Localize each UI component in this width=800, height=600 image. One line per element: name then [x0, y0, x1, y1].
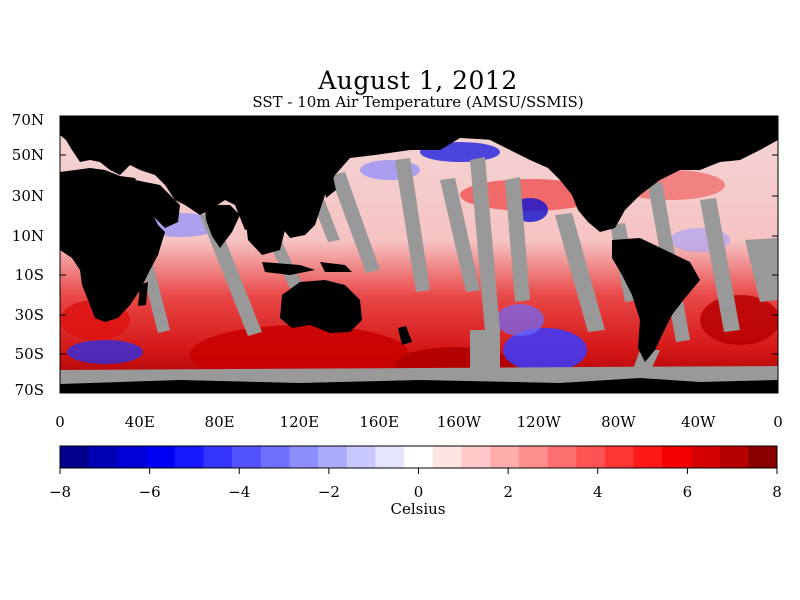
lat-tick-label: 30N	[12, 187, 44, 205]
new-guinea	[320, 262, 352, 272]
colorbar-swatch	[60, 446, 90, 468]
lat-tick-label: 50N	[12, 146, 44, 164]
colorbar-swatch	[518, 446, 549, 468]
south-america	[612, 238, 700, 362]
colorbar-swatch	[260, 446, 290, 468]
colorbar-tick-label: 2	[503, 483, 513, 501]
colorbar-swatch	[88, 446, 118, 468]
lon-tick-label: 80E	[205, 413, 235, 431]
colorbar-swatch	[203, 446, 233, 468]
colorbar-swatch	[375, 446, 405, 468]
arabia	[135, 180, 180, 228]
indonesia	[262, 262, 315, 275]
colorbar-ticks: −8 −6 −4 −2 0 2 4 6 8	[49, 468, 782, 501]
colorbar-tick-label: −6	[139, 483, 161, 501]
colorbar-swatch	[432, 446, 463, 468]
colorbar-tick-label: −4	[228, 483, 250, 501]
japan	[322, 172, 336, 198]
colorbar-swatch	[232, 446, 262, 468]
colorbar-swatch	[748, 446, 778, 468]
colorbar-swatch	[117, 446, 147, 468]
colorbar-swatch	[547, 446, 577, 468]
colorbar-swatch	[461, 446, 491, 468]
colorbar-tick-label: −2	[318, 483, 340, 501]
lat-tick-label: 10S	[15, 266, 44, 284]
colorbar-swatch	[604, 446, 635, 468]
lon-tick-label: 40W	[681, 413, 716, 431]
lat-tick-label: 10N	[12, 227, 44, 245]
longitude-axis: 0 40E 80E 120E 160E 160W 120W 80W 40W 0	[55, 116, 783, 431]
colorbar-swatch	[719, 446, 749, 468]
colorbar-swatch	[146, 446, 176, 468]
colorbar-swatch	[318, 446, 348, 468]
eurasia	[60, 116, 778, 238]
australia	[280, 280, 362, 333]
colorbar-tick-label: 6	[683, 483, 693, 501]
colorbar-swatch	[690, 446, 721, 468]
colorbar-swatch	[633, 446, 663, 468]
colorbar-tick-label: −8	[49, 483, 71, 501]
antarctica	[60, 378, 778, 393]
madagascar	[138, 282, 148, 306]
africa	[60, 168, 165, 322]
colorbar-tick-label: 4	[593, 483, 603, 501]
lat-tick-label: 30S	[15, 306, 44, 324]
colorbar-tick-label: 8	[772, 483, 782, 501]
colorbar-swatch	[576, 446, 606, 468]
lon-tick-label: 120W	[517, 413, 562, 431]
colorbar-label: Celsius	[390, 500, 446, 518]
land-masses	[60, 116, 778, 393]
lon-tick-label: 120E	[280, 413, 320, 431]
lat-tick-label: 50S	[15, 345, 44, 363]
lat-tick-label: 70N	[12, 111, 44, 129]
new-zealand	[398, 326, 412, 345]
map-field	[60, 116, 778, 393]
lon-tick-label: 0	[773, 413, 783, 431]
india	[205, 205, 240, 248]
no-data-swaths	[60, 157, 778, 393]
colorbar-swatch	[174, 446, 204, 468]
map-subtitle: SST - 10m Air Temperature (AMSU/SSMIS)	[252, 93, 584, 111]
latitude-axis: 70N 50N 30N 10N 10S 30S 50S 70S	[12, 111, 778, 399]
lon-tick-label: 40E	[125, 413, 155, 431]
north-america	[448, 116, 778, 232]
colorbar-swatch	[490, 446, 520, 468]
southeast-asia	[245, 212, 285, 255]
colorbar-swatch	[662, 446, 692, 468]
lat-tick-label: 70S	[15, 381, 44, 399]
colorbar-swatch	[289, 446, 319, 468]
lon-tick-label: 80W	[601, 413, 636, 431]
lon-tick-label: 160W	[437, 413, 482, 431]
lon-tick-label: 0	[55, 413, 65, 431]
colorbar-tick-label: 0	[414, 483, 424, 501]
colorbar	[59, 445, 778, 469]
greenland	[700, 116, 760, 148]
lon-tick-label: 160E	[359, 413, 399, 431]
colorbar-swatch	[346, 446, 376, 468]
map-title: August 1, 2012	[318, 66, 518, 95]
colorbar-swatch	[404, 446, 434, 468]
